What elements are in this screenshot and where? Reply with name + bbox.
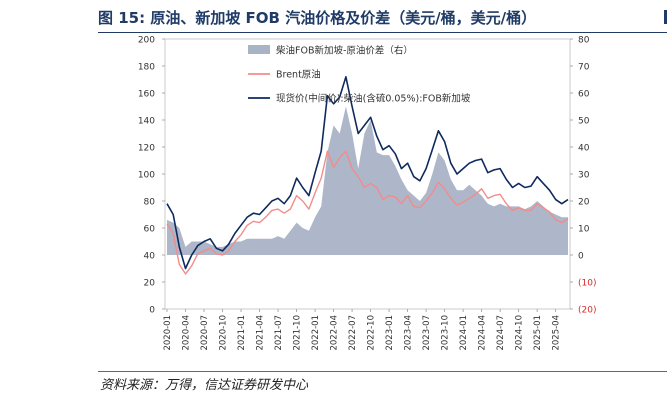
- x-axis-tick-label: 2022-01: [311, 315, 321, 351]
- x-axis-tick-label: 2020-10: [219, 315, 229, 351]
- right-axis-tick-label: 50: [578, 117, 590, 127]
- edge-marker: [664, 10, 667, 24]
- x-axis-tick-label: 2020-07: [200, 315, 210, 351]
- left-axis-tick-label: 180: [138, 63, 155, 73]
- right-axis-tick-label: 70: [578, 63, 590, 73]
- left-axis-tick-label: 200: [138, 36, 155, 46]
- spread-area: [167, 106, 568, 255]
- x-axis-tick-label: 2021-04: [256, 315, 266, 351]
- figure-title: 图 15: 原油、新加坡 FOB 汽油价格及价差（美元/桶，美元/桶）: [98, 9, 537, 27]
- x-axis-tick-label: 2022-10: [367, 315, 377, 351]
- x-axis-tick-label: 2020-04: [182, 315, 192, 351]
- x-axis-tick-label: 2025-01: [533, 315, 543, 351]
- x-axis-tick-label: 2025-04: [552, 315, 562, 351]
- left-axis-tick-label: 20: [144, 279, 156, 289]
- right-axis-tick-label: 80: [578, 36, 590, 46]
- left-axis-tick-label: 120: [138, 144, 155, 154]
- x-axis-tick-label: 2023-04: [404, 315, 414, 351]
- brent-line: [166, 150, 569, 275]
- right-axis-tick-label: 0: [578, 252, 584, 262]
- left-axis-tick-label: 40: [144, 252, 156, 262]
- left-axis-tick-label: 0: [149, 306, 155, 316]
- x-axis-tick-label: 2021-10: [293, 315, 303, 351]
- right-axis-tick-label: 40: [578, 144, 590, 154]
- right-axis-tick-label: (20): [578, 306, 596, 316]
- left-axis-tick-label: 60: [144, 225, 156, 235]
- x-axis-tick-label: 2024-01: [459, 315, 469, 351]
- x-axis-tick-label: 2022-07: [348, 315, 358, 351]
- right-axis-tick-label: 60: [578, 90, 590, 100]
- legend-label: 现货价(中间价):柴油(含硫0.05%):FOB新加坡: [276, 93, 471, 105]
- x-axis-tick-label: 2021-07: [274, 315, 284, 351]
- x-axis-tick-label: 2023-01: [385, 315, 395, 351]
- right-axis-tick-label: 20: [578, 198, 590, 208]
- spread-area-series: [167, 106, 568, 255]
- left-axis-tick-label: 160: [138, 90, 155, 100]
- x-axis-tick-label: 2022-04: [330, 315, 340, 351]
- right-axis-tick-label: (10): [578, 279, 596, 289]
- x-axis-tick-label: 2023-07: [422, 315, 432, 351]
- right-axis-tick-label: 10: [578, 225, 590, 235]
- left-axis-tick-label: 100: [138, 171, 155, 181]
- legend-swatch-spread: [248, 45, 270, 54]
- source-note: 资料来源：万得，信达证券研发中心: [100, 378, 309, 393]
- chart: 0 20 40 60 80 100 120 140 160 180 200 (20) (10) 0 10 20…: [138, 36, 597, 351]
- x-axis-tick-label: 2021-01: [237, 315, 247, 351]
- line-series-group: [166, 75, 569, 275]
- x-axis-tick-label: 2020-01: [163, 315, 173, 351]
- diesel-fob-line: [166, 75, 569, 270]
- legend-label: 柴油FOB新加坡-原油价差（右）: [276, 45, 413, 57]
- x-axis-tick-label: 2024-10: [515, 315, 525, 351]
- title-divider: [98, 32, 667, 33]
- x-axis-tick-label: 2023-10: [441, 315, 451, 351]
- axes-group: 0 20 40 60 80 100 120 140 160 180 200 (20) (10) 0 10 20…: [138, 36, 597, 351]
- legend-label: Brent原油: [276, 69, 321, 81]
- left-axis-tick-label: 140: [138, 117, 155, 127]
- legend: 柴油FOB新加坡-原油价差（右） Brent原油现货价(中间价):柴油(含硫0.0…: [248, 45, 471, 105]
- x-axis-tick-label: 2024-07: [496, 315, 506, 351]
- right-axis-tick-label: 30: [578, 171, 590, 181]
- left-axis-tick-label: 80: [144, 198, 156, 208]
- x-axis-tick-label: 2024-04: [478, 315, 488, 351]
- source-divider: [98, 371, 667, 372]
